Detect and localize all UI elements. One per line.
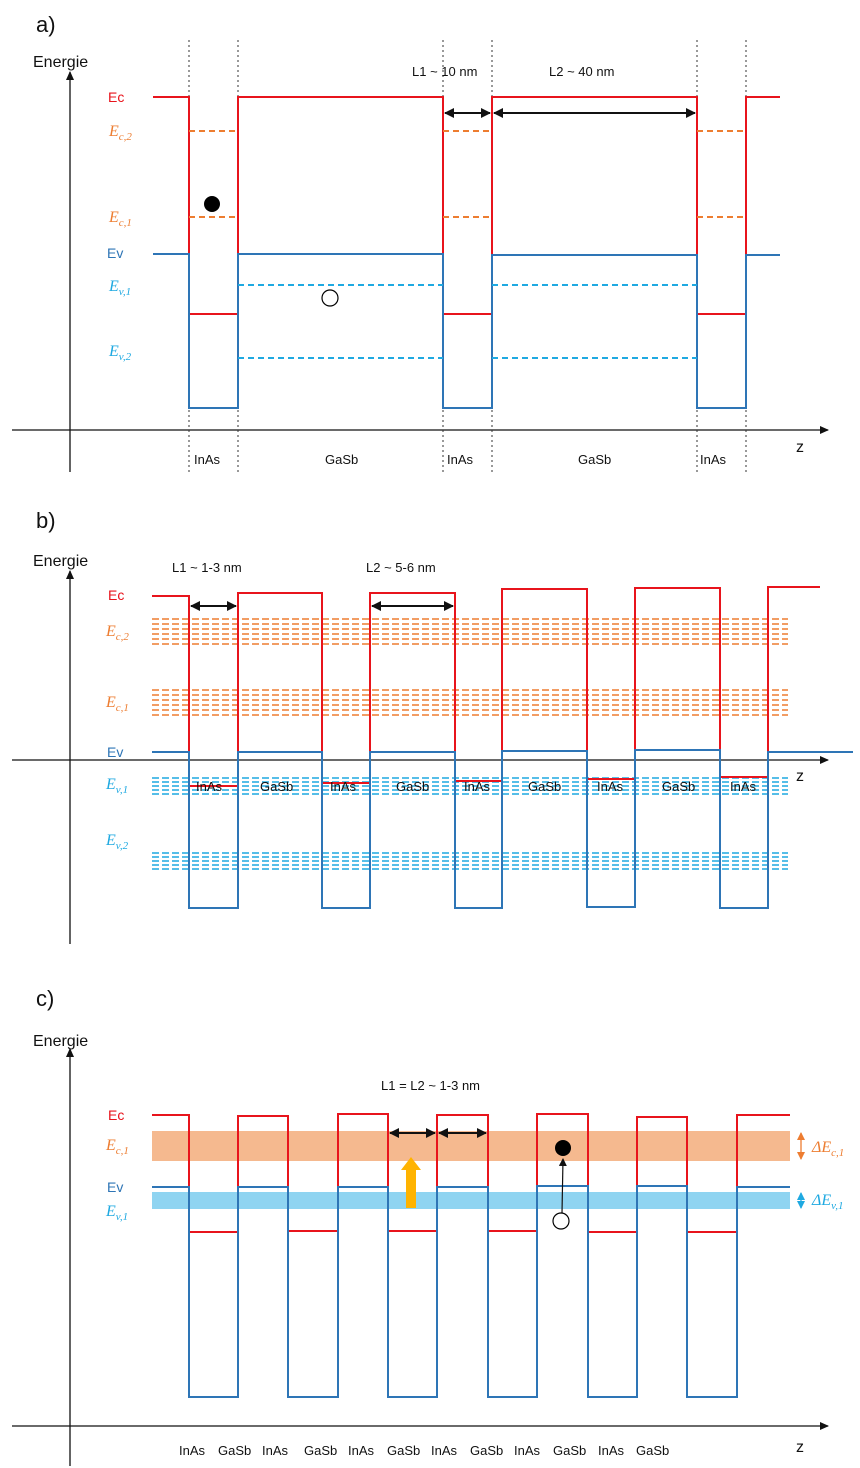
- panel-c-layer-label: InAs: [179, 1443, 206, 1458]
- panel-c-absorption-arrow: [401, 1157, 421, 1208]
- panel-b-label: b): [36, 508, 56, 533]
- panel-b-ev2-miniband: [152, 852, 788, 870]
- panel-b-z-axis-label: z: [796, 768, 804, 785]
- panel-a-conduction-band: [153, 96, 780, 315]
- panel-b-conduction-band: [152, 586, 820, 787]
- panel-b-l1-label: L1 ~ 1-3 nm: [172, 560, 242, 575]
- panel-b-ev-label: Ev: [107, 744, 123, 760]
- panel-b-layer-label: GaSb: [662, 779, 695, 794]
- panel-c-valence-band: [152, 1185, 790, 1398]
- panel-c-layer-label: GaSb: [470, 1443, 503, 1458]
- panel-a-layer-label: GaSb: [578, 452, 611, 467]
- panel-a-l2-label: L2 ~ 40 nm: [549, 64, 614, 79]
- panel-c-ev1-band: [152, 1192, 790, 1209]
- panel-b-layer-label: InAs: [196, 779, 223, 794]
- panel-a-layer-label: GaSb: [325, 452, 358, 467]
- panel-c-transition-arrow: [558, 1158, 567, 1214]
- panel-c-electron: [555, 1140, 571, 1156]
- panel-a-ev1-label: Ev,1: [108, 278, 131, 298]
- panel-c: c) Energie z Ec Ev Ec,1 Ev,1 L1 = L2 ~ 1…: [12, 986, 844, 1466]
- panel-a: a) Energie z Ec Ev Ec,2 Ec,1: [12, 12, 829, 475]
- panel-b-layer-label: GaSb: [260, 779, 293, 794]
- panel-c-layer-label: InAs: [598, 1443, 625, 1458]
- panel-b-ev1-label: Ev,1: [105, 776, 128, 796]
- panel-a-layer-guides: [188, 40, 747, 475]
- panel-c-ec1-width-label: ΔEc,1: [811, 1139, 844, 1159]
- panel-c-layer-label: InAs: [348, 1443, 375, 1458]
- panel-b-layer-label: InAs: [464, 779, 491, 794]
- panel-c-z-axis-label: z: [796, 1439, 804, 1456]
- panel-b-layer-label: InAs: [330, 779, 357, 794]
- panel-a-hole: [321, 289, 339, 307]
- panel-c-layer-label: InAs: [431, 1443, 458, 1458]
- panel-c-layer-label: InAs: [262, 1443, 289, 1458]
- panel-a-layer-label: InAs: [700, 452, 727, 467]
- panel-b-ev1-miniband: [152, 777, 788, 795]
- panel-a-valence-band: [153, 253, 780, 409]
- panel-b-ec1-label: Ec,1: [105, 694, 129, 714]
- panel-c-layer-label: InAs: [514, 1443, 541, 1458]
- panel-b-valence-band: [152, 749, 853, 909]
- panel-b-ec-label: Ec: [108, 587, 124, 603]
- panel-c-l-label: L1 = L2 ~ 1-3 nm: [381, 1078, 480, 1093]
- panel-b-layer-label: InAs: [730, 779, 757, 794]
- panel-c-layer-label: GaSb: [218, 1443, 251, 1458]
- panel-b-l2-label: L2 ~ 5-6 nm: [366, 560, 436, 575]
- panel-c-layer-label: GaSb: [553, 1443, 586, 1458]
- panel-c-conduction-band: [152, 1113, 790, 1233]
- panel-a-ec1-label: Ec,1: [108, 209, 132, 229]
- panel-b: b) Energie z Ec Ev: [12, 508, 853, 944]
- panel-b-layer-label: GaSb: [396, 779, 429, 794]
- panel-b-energy-axis-label: Energie: [33, 553, 88, 570]
- panel-c-layer-label: GaSb: [304, 1443, 337, 1458]
- panel-a-ev-label: Ev: [107, 245, 123, 261]
- panel-c-hole: [552, 1212, 570, 1230]
- panel-c-ev1-label: Ev,1: [105, 1203, 128, 1223]
- panel-a-label: a): [36, 12, 56, 37]
- panel-c-ec-label: Ec: [108, 1107, 124, 1123]
- panel-a-energy-axis-label: Energie: [33, 54, 88, 71]
- panel-c-ec1-label: Ec,1: [105, 1137, 129, 1157]
- panel-b-ec1-miniband: [152, 689, 788, 716]
- panel-a-l1-label: L1 ~ 10 nm: [412, 64, 477, 79]
- panel-c-label: c): [36, 986, 54, 1011]
- panel-b-ec2-label: Ec,2: [105, 623, 129, 643]
- panel-c-layer-label: GaSb: [387, 1443, 420, 1458]
- panel-c-ev-label: Ev: [107, 1179, 123, 1195]
- panel-a-layer-label: InAs: [194, 452, 221, 467]
- panel-b-ev2-label: Ev,2: [105, 832, 129, 852]
- panel-a-z-axis-label: z: [796, 439, 804, 456]
- panel-a-ev2-label: Ev,2: [108, 343, 132, 363]
- panel-b-layer-label: InAs: [597, 779, 624, 794]
- panel-b-ec2-miniband: [152, 618, 788, 645]
- panel-c-ev1-width-label: ΔEv,1: [811, 1192, 844, 1212]
- panel-a-layer-label: InAs: [447, 452, 474, 467]
- panel-c-layer-label: GaSb: [636, 1443, 669, 1458]
- panel-b-layer-label: GaSb: [528, 779, 561, 794]
- panel-a-ec-label: Ec: [108, 89, 124, 105]
- panel-a-ec2-label: Ec,2: [108, 123, 132, 143]
- panel-c-ec1-band: [152, 1131, 790, 1161]
- panel-c-energy-axis-label: Energie: [33, 1033, 88, 1050]
- panel-a-electron: [204, 196, 220, 212]
